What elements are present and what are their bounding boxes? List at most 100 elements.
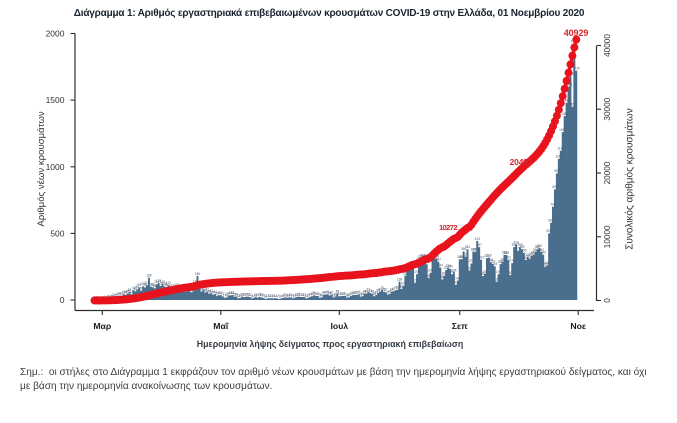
- svg-text:302: 302: [506, 256, 512, 260]
- svg-text:11: 11: [250, 294, 254, 298]
- svg-text:125: 125: [156, 279, 162, 283]
- svg-text:204: 204: [428, 269, 434, 273]
- svg-text:183: 183: [403, 271, 409, 275]
- svg-text:51: 51: [369, 289, 373, 293]
- svg-text:61: 61: [367, 288, 371, 292]
- svg-text:284: 284: [488, 258, 494, 262]
- svg-text:360: 360: [539, 248, 545, 252]
- svg-text:29: 29: [316, 292, 320, 296]
- svg-text:180: 180: [480, 272, 486, 276]
- svg-text:194: 194: [449, 270, 455, 274]
- svg-text:1720: 1720: [573, 67, 580, 71]
- svg-text:314: 314: [484, 254, 490, 258]
- svg-text:14: 14: [273, 294, 277, 298]
- svg-text:309: 309: [418, 255, 424, 259]
- svg-text:22: 22: [299, 293, 303, 297]
- svg-text:234: 234: [447, 265, 453, 269]
- svg-text:30: 30: [341, 292, 345, 296]
- svg-text:206: 206: [451, 268, 457, 272]
- svg-text:40: 40: [324, 290, 328, 294]
- svg-text:168: 168: [146, 273, 152, 277]
- svg-text:40: 40: [211, 290, 215, 294]
- svg-text:397: 397: [476, 243, 482, 247]
- svg-text:380: 380: [519, 245, 525, 249]
- svg-text:195: 195: [482, 270, 488, 274]
- svg-text:118: 118: [160, 280, 165, 284]
- svg-text:26: 26: [359, 292, 363, 296]
- svg-text:2000: 2000: [46, 29, 65, 39]
- svg-text:8: 8: [265, 295, 267, 299]
- svg-text:362: 362: [473, 248, 479, 252]
- svg-text:88: 88: [169, 284, 173, 288]
- svg-text:239: 239: [445, 264, 451, 268]
- svg-text:26: 26: [240, 292, 244, 296]
- svg-text:318: 318: [486, 253, 492, 257]
- svg-text:27: 27: [338, 292, 342, 296]
- svg-text:100: 100: [148, 282, 154, 286]
- svg-text:500: 500: [546, 229, 552, 233]
- svg-text:500: 500: [50, 228, 64, 238]
- svg-text:225: 225: [443, 266, 449, 270]
- svg-text:102: 102: [162, 282, 168, 286]
- svg-text:10: 10: [279, 294, 283, 298]
- svg-text:28: 28: [372, 292, 376, 296]
- svg-text:25: 25: [246, 292, 250, 296]
- svg-text:22: 22: [242, 293, 246, 297]
- svg-text:165: 165: [426, 274, 432, 278]
- svg-text:42: 42: [130, 290, 134, 294]
- svg-text:254: 254: [492, 262, 498, 266]
- svg-text:45: 45: [122, 290, 126, 294]
- svg-text:30: 30: [314, 292, 318, 296]
- svg-text:12: 12: [304, 294, 308, 298]
- svg-text:34: 34: [229, 291, 233, 295]
- svg-text:20: 20: [112, 293, 116, 297]
- svg-text:39: 39: [374, 291, 378, 295]
- svg-text:30: 30: [339, 292, 343, 296]
- svg-text:16: 16: [114, 294, 118, 298]
- svg-text:43: 43: [326, 290, 330, 294]
- svg-text:25: 25: [233, 292, 237, 296]
- svg-text:12: 12: [237, 294, 241, 298]
- svg-text:30: 30: [349, 292, 353, 296]
- svg-text:326: 326: [463, 252, 469, 256]
- svg-text:48: 48: [126, 289, 130, 293]
- svg-text:285: 285: [500, 258, 506, 262]
- svg-text:26: 26: [235, 292, 239, 296]
- svg-text:62: 62: [205, 288, 209, 292]
- svg-text:416: 416: [513, 240, 519, 244]
- svg-text:1480: 1480: [563, 99, 570, 103]
- svg-text:21: 21: [347, 293, 351, 297]
- svg-text:10272: 10272: [439, 223, 457, 232]
- svg-text:18: 18: [345, 293, 349, 297]
- svg-text:1450: 1450: [569, 103, 576, 107]
- svg-text:269: 269: [498, 260, 504, 264]
- svg-text:1120: 1120: [557, 147, 564, 151]
- svg-text:48: 48: [363, 289, 367, 293]
- svg-text:16: 16: [318, 294, 322, 298]
- svg-text:105: 105: [158, 282, 164, 286]
- svg-text:270: 270: [490, 260, 496, 264]
- svg-text:48: 48: [371, 289, 375, 293]
- svg-text:1500: 1500: [46, 95, 65, 105]
- svg-text:700: 700: [550, 203, 556, 207]
- svg-text:244: 244: [438, 263, 444, 267]
- svg-text:14: 14: [268, 294, 272, 298]
- svg-text:35: 35: [312, 291, 316, 295]
- svg-text:443: 443: [475, 237, 481, 241]
- svg-text:73: 73: [394, 286, 398, 290]
- svg-text:274: 274: [469, 259, 475, 263]
- svg-text:24: 24: [308, 293, 312, 297]
- svg-text:38: 38: [231, 291, 235, 295]
- svg-text:193: 193: [414, 270, 420, 274]
- svg-text:19: 19: [332, 293, 336, 297]
- svg-text:49: 49: [336, 289, 340, 293]
- svg-text:44: 44: [213, 290, 217, 294]
- svg-text:355: 355: [521, 249, 527, 253]
- svg-text:12: 12: [275, 294, 279, 298]
- svg-text:17: 17: [306, 294, 310, 298]
- svg-text:Συνολικός αριθμός κρουσμάτων: Συνολικός αριθμός κρουσμάτων: [624, 108, 636, 250]
- svg-text:46: 46: [388, 290, 392, 294]
- svg-text:20: 20: [283, 293, 287, 297]
- svg-text:67: 67: [392, 287, 396, 291]
- svg-text:74: 74: [132, 286, 136, 290]
